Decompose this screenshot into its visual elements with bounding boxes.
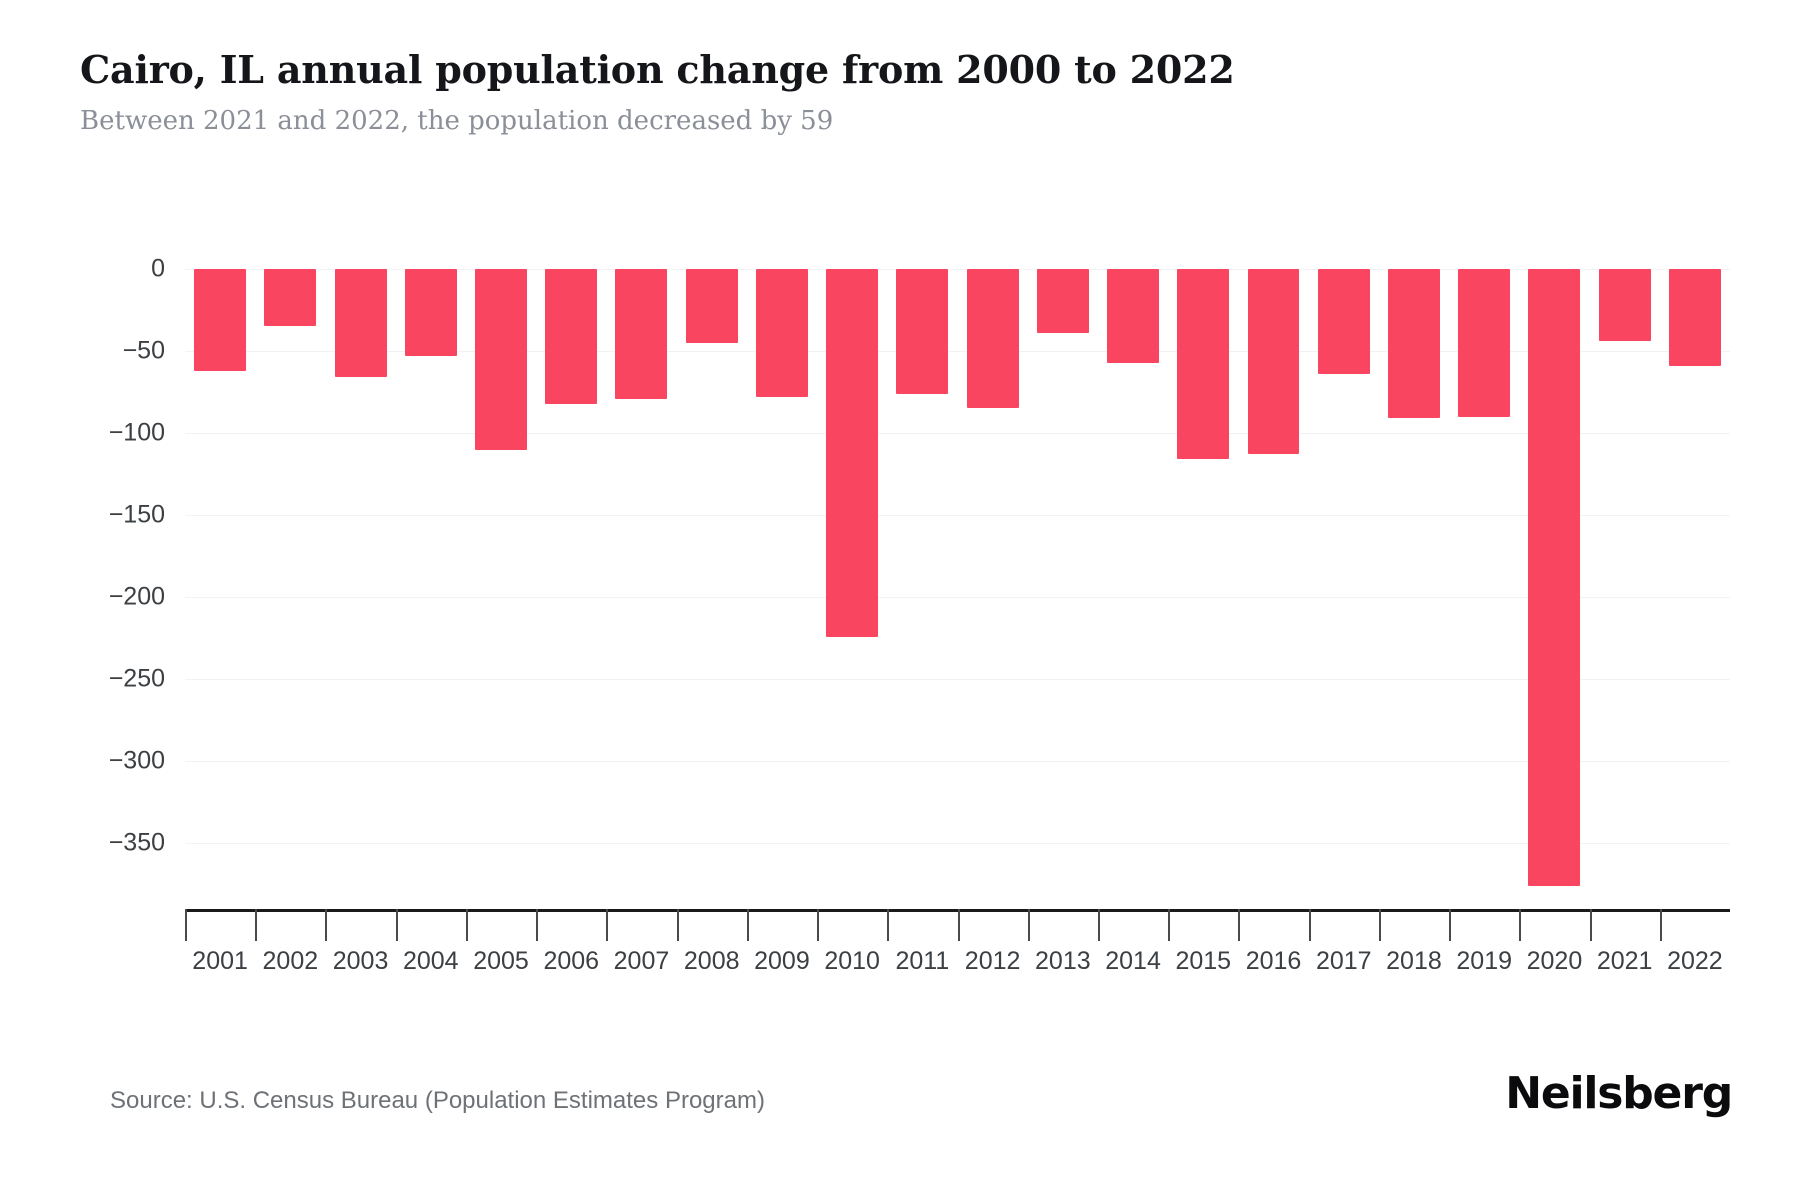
bar-2006[interactable]: [545, 269, 598, 404]
x-axis-tick: [606, 909, 609, 941]
x-axis-tick: [1449, 909, 1452, 941]
bar-2012[interactable]: [966, 269, 1019, 409]
y-axis-tick-label: −300: [108, 746, 165, 775]
x-axis-tick: [1168, 909, 1171, 941]
bar-2010[interactable]: [826, 269, 879, 637]
x-axis-tick: [1589, 909, 1592, 941]
x-axis-tick-label: 2016: [1245, 947, 1302, 975]
bar-2013[interactable]: [1036, 269, 1089, 333]
x-axis-tick-label: 2017: [1315, 947, 1372, 975]
x-axis-tick: [746, 909, 749, 941]
bar-2001[interactable]: [194, 269, 247, 371]
bar-2016[interactable]: [1247, 269, 1300, 455]
gridline: [185, 351, 1730, 353]
bar-2018[interactable]: [1387, 269, 1440, 419]
bar-2008[interactable]: [685, 269, 738, 343]
x-axis-tick-label: 2015: [1175, 947, 1232, 975]
x-axis-tick-label: 2001: [192, 947, 248, 975]
chart-header: Cairo, IL annual population change from …: [80, 48, 1730, 137]
x-axis-tick-label: 2020: [1526, 947, 1583, 975]
bar-2005[interactable]: [475, 269, 527, 450]
y-axis-tick-label: −50: [122, 336, 165, 365]
x-axis-tick-label: 2009: [754, 947, 810, 975]
x-axis-tick: [887, 909, 890, 941]
chart-subtitle: Between 2021 and 2022, the population de…: [80, 105, 834, 136]
x-axis-tick: [1238, 909, 1241, 941]
x-axis-tick: [1097, 909, 1100, 941]
bars-layer: [185, 269, 1730, 909]
y-axis-labels: 0 −50 −100 −150 −200 −250 −300 −350: [0, 255, 165, 909]
bar-2014[interactable]: [1107, 269, 1160, 363]
bar-2015[interactable]: [1177, 269, 1230, 460]
y-axis-tick-label: −200: [108, 582, 165, 611]
y-axis-tick-label: 0: [151, 254, 165, 283]
x-axis-labels: 2001 2002 2003 2004 2005 2006 2007 2008 2009 2010…: [185, 947, 1730, 987]
x-axis-tick: [395, 909, 398, 941]
x-axis-tick-label: 2018: [1386, 947, 1442, 975]
bar-2019[interactable]: [1458, 269, 1511, 417]
gridline: [185, 433, 1730, 435]
x-axis-tick: [817, 909, 820, 941]
gridlines-layer: [185, 269, 1730, 909]
source-note: Source: U.S. Census Bureau (Population E…: [110, 1087, 765, 1114]
x-axis-tick: [1027, 909, 1030, 941]
x-axis-tick-label: 2002: [262, 947, 319, 975]
x-axis-tick-label: 2014: [1105, 947, 1161, 975]
bar-2017[interactable]: [1317, 269, 1370, 375]
x-axis-tick-label: 2006: [543, 947, 600, 975]
bar-2011[interactable]: [896, 269, 949, 394]
brand-logo: Neilsberg: [1505, 1068, 1733, 1119]
bar-2009[interactable]: [755, 269, 808, 397]
bar-2003[interactable]: [334, 269, 387, 378]
x-axis-tick-label: 2007: [613, 947, 670, 975]
x-axis-tick-label: 2004: [402, 947, 459, 975]
x-axis-tick: [255, 909, 258, 941]
x-axis-tick-label: 2010: [824, 947, 880, 975]
gridline: [185, 679, 1730, 681]
x-axis-tick: [1659, 909, 1662, 941]
gridline: [185, 269, 1730, 270]
x-axis-tick-label: 2003: [332, 947, 389, 975]
x-axis-tick-label: 2012: [964, 947, 1021, 975]
bar-2002[interactable]: [264, 269, 317, 327]
gridline: [185, 515, 1730, 517]
x-axis-tick: [676, 909, 679, 941]
bar-2004[interactable]: [404, 269, 457, 356]
x-axis-tick: [1378, 909, 1381, 941]
x-axis-tick-label: 2008: [683, 947, 740, 975]
bar-2022[interactable]: [1668, 269, 1721, 366]
y-axis-tick-label: −150: [108, 500, 165, 529]
x-axis-tick-label: 2005: [473, 947, 529, 975]
bar-2021[interactable]: [1598, 269, 1651, 342]
gridline: [185, 843, 1730, 845]
gridline: [185, 761, 1730, 763]
x-axis-tick: [185, 909, 187, 941]
x-axis-tick-label: 2019: [1456, 947, 1513, 975]
bar-2007[interactable]: [615, 269, 668, 399]
x-axis-tick: [325, 909, 328, 941]
x-axis-tick-label: 2021: [1596, 947, 1653, 975]
x-axis-tick-label: 2013: [1035, 947, 1091, 975]
y-axis-tick-label: −100: [108, 418, 165, 447]
x-axis-tick: [465, 909, 468, 941]
gridline: [185, 597, 1730, 599]
page-title: Cairo, IL annual population change from …: [80, 47, 1235, 92]
x-axis-tick: [1519, 909, 1522, 941]
x-axis-tick: [536, 909, 539, 941]
y-axis-tick-label: −350: [108, 828, 165, 857]
x-axis-tick-label: 2011: [895, 947, 950, 975]
y-axis-tick-label: −250: [108, 664, 165, 693]
x-axis-tick: [1308, 909, 1311, 941]
x-axis-tick: [957, 909, 960, 941]
bar-2020[interactable]: [1528, 269, 1581, 887]
x-axis-ticks: [185, 909, 1730, 943]
x-axis-tick-label: 2022: [1667, 947, 1723, 975]
